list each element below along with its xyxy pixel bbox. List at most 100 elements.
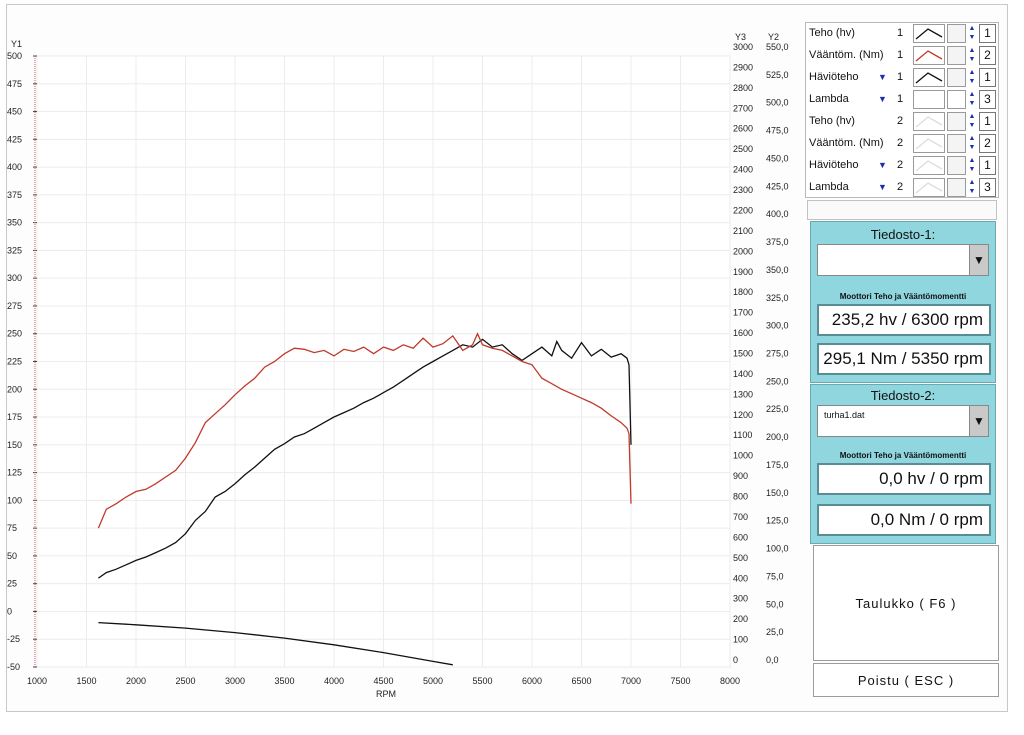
legend-label: Teho (hv) xyxy=(809,27,855,39)
spin-down-icon[interactable]: ▼ xyxy=(968,144,976,151)
spin-down-icon[interactable]: ▼ xyxy=(968,188,976,195)
dropdown-arrow-icon[interactable]: ▼ xyxy=(969,245,988,275)
visibility-checkbox[interactable] xyxy=(947,112,966,131)
spin-up-icon[interactable]: ▲ xyxy=(968,25,976,32)
axis-number-box[interactable]: 3 xyxy=(979,90,996,109)
line-swatch[interactable] xyxy=(913,112,945,131)
file2-selected-value: turha1.dat xyxy=(824,410,865,420)
y1-tick-label: 400 xyxy=(7,162,22,172)
axis-spinner[interactable]: ▲ ▼ xyxy=(967,24,977,43)
spin-down-icon[interactable]: ▼ xyxy=(968,122,976,129)
legend-panel: Teho (hv) 1 ▲ ▼ 1 Vääntöm. (Nm) 1 ▲ ▼ 2 Hä… xyxy=(805,22,999,198)
y3-tick-label: 2100 xyxy=(733,226,753,236)
line-swatch[interactable] xyxy=(913,134,945,153)
y2-tick-label: 200,0 xyxy=(766,432,789,442)
y1-tick-label: 500 xyxy=(7,51,22,61)
axis-spinner[interactable]: ▲ ▼ xyxy=(967,178,977,197)
legend-label: Vääntöm. (Nm) xyxy=(809,49,884,61)
axis-spinner[interactable]: ▲ ▼ xyxy=(967,46,977,65)
file1-select[interactable]: ▼ xyxy=(817,244,989,276)
line-swatch[interactable] xyxy=(913,24,945,43)
spin-down-icon[interactable]: ▼ xyxy=(968,56,976,63)
y3-tick-label: 1700 xyxy=(733,308,753,318)
spin-up-icon[interactable]: ▲ xyxy=(968,69,976,76)
line-swatch[interactable] xyxy=(913,46,945,65)
y1-tick-label: 200 xyxy=(7,384,22,394)
x-tick-label: 6000 xyxy=(522,676,542,686)
x-axis-title: RPM xyxy=(376,689,396,699)
y2-tick-label: 525,0 xyxy=(766,70,789,80)
legend-row: Teho (hv) 2 ▲ ▼ 1 xyxy=(806,111,1000,133)
legend-row: Häviöteho ▼ 1 ▲ ▼ 1 xyxy=(806,67,1000,89)
file1-power-value: 235,2 hv / 6300 rpm xyxy=(817,304,991,336)
axis-number-box[interactable]: 3 xyxy=(979,178,996,197)
line-swatch-icon xyxy=(915,182,943,194)
y3-tick-label: 1200 xyxy=(733,410,753,420)
line-swatch-icon xyxy=(915,160,943,172)
axis-spinner[interactable]: ▲ ▼ xyxy=(967,68,977,87)
visibility-checkbox[interactable] xyxy=(947,90,966,109)
y2-tick-label: 550,0 xyxy=(766,42,789,52)
x-tick-label: 5500 xyxy=(473,676,493,686)
y3-tick-label: 500 xyxy=(733,553,748,563)
x-tick-label: 4500 xyxy=(374,676,394,686)
grid xyxy=(36,55,731,668)
visibility-checkbox[interactable] xyxy=(947,68,966,87)
dyno-chart: 5004754504254003753503253002752502252001… xyxy=(7,32,789,699)
y3-tick-label: 2600 xyxy=(733,124,753,134)
y1-tick-label: -25 xyxy=(7,634,20,644)
spin-down-icon[interactable]: ▼ xyxy=(968,100,976,107)
axis-spinner[interactable]: ▲ ▼ xyxy=(967,90,977,109)
y3-tick-label: 1600 xyxy=(733,328,753,338)
spin-up-icon[interactable]: ▲ xyxy=(968,47,976,54)
line-swatch[interactable] xyxy=(913,156,945,175)
legend-label: Vääntöm. (Nm) xyxy=(809,137,884,149)
visibility-checkbox[interactable] xyxy=(947,156,966,175)
legend-row: Lambda ▼ 1 ▲ ▼ 3 xyxy=(806,89,1000,111)
series xyxy=(97,332,632,666)
spin-down-icon[interactable]: ▼ xyxy=(968,34,976,41)
axis-spinner[interactable]: ▲ ▼ xyxy=(967,156,977,175)
y3-tick-label: 1300 xyxy=(733,389,753,399)
axis-number-box[interactable]: 1 xyxy=(979,68,996,87)
visibility-checkbox[interactable] xyxy=(947,134,966,153)
y2-tick-label: 350,0 xyxy=(766,265,789,275)
legend-row: Lambda ▼ 2 ▲ ▼ 3 xyxy=(806,177,1000,199)
line-swatch[interactable] xyxy=(913,90,945,109)
spin-up-icon[interactable]: ▲ xyxy=(968,135,976,142)
axis-spinner[interactable]: ▲ ▼ xyxy=(967,112,977,131)
y3-tick-label: 1400 xyxy=(733,369,753,379)
axis-number-box[interactable]: 2 xyxy=(979,134,996,153)
spin-up-icon[interactable]: ▲ xyxy=(968,157,976,164)
file1-subtitle: Moottori Teho ja Vääntömomentti xyxy=(839,292,967,301)
spin-up-icon[interactable]: ▲ xyxy=(968,91,976,98)
axis-number-box[interactable]: 1 xyxy=(979,156,996,175)
spin-down-icon[interactable]: ▼ xyxy=(968,78,976,85)
dropdown-arrow-icon[interactable]: ▼ xyxy=(969,406,988,436)
spin-up-icon[interactable]: ▲ xyxy=(968,179,976,186)
visibility-checkbox[interactable] xyxy=(947,24,966,43)
y2-tick-label: 400,0 xyxy=(766,209,789,219)
x-tick-label: 3000 xyxy=(225,676,245,686)
visibility-checkbox[interactable] xyxy=(947,46,966,65)
file2-select[interactable]: turha1.dat ▼ xyxy=(817,405,989,437)
spin-up-icon[interactable]: ▲ xyxy=(968,113,976,120)
triangle-icon[interactable]: ▼ xyxy=(878,94,887,104)
triangle-icon[interactable]: ▼ xyxy=(878,72,887,82)
spin-down-icon[interactable]: ▼ xyxy=(968,166,976,173)
table-button[interactable]: Taulukko ( F6 ) xyxy=(813,545,999,661)
axis-number-box[interactable]: 1 xyxy=(979,24,996,43)
axis-number-box[interactable]: 2 xyxy=(979,46,996,65)
exit-button[interactable]: Poistu ( ESC ) xyxy=(813,663,999,697)
y1-tick-label: 475 xyxy=(7,79,22,89)
axis-spinner[interactable]: ▲ ▼ xyxy=(967,134,977,153)
legend-label: Teho (hv) xyxy=(809,115,855,127)
y3-tick-label: 400 xyxy=(733,573,748,583)
axis-number-box[interactable]: 1 xyxy=(979,112,996,131)
triangle-icon[interactable]: ▼ xyxy=(878,182,887,192)
line-swatch[interactable] xyxy=(913,178,945,197)
y3-tick-label: 1000 xyxy=(733,451,753,461)
triangle-icon[interactable]: ▼ xyxy=(878,160,887,170)
visibility-checkbox[interactable] xyxy=(947,178,966,197)
line-swatch[interactable] xyxy=(913,68,945,87)
